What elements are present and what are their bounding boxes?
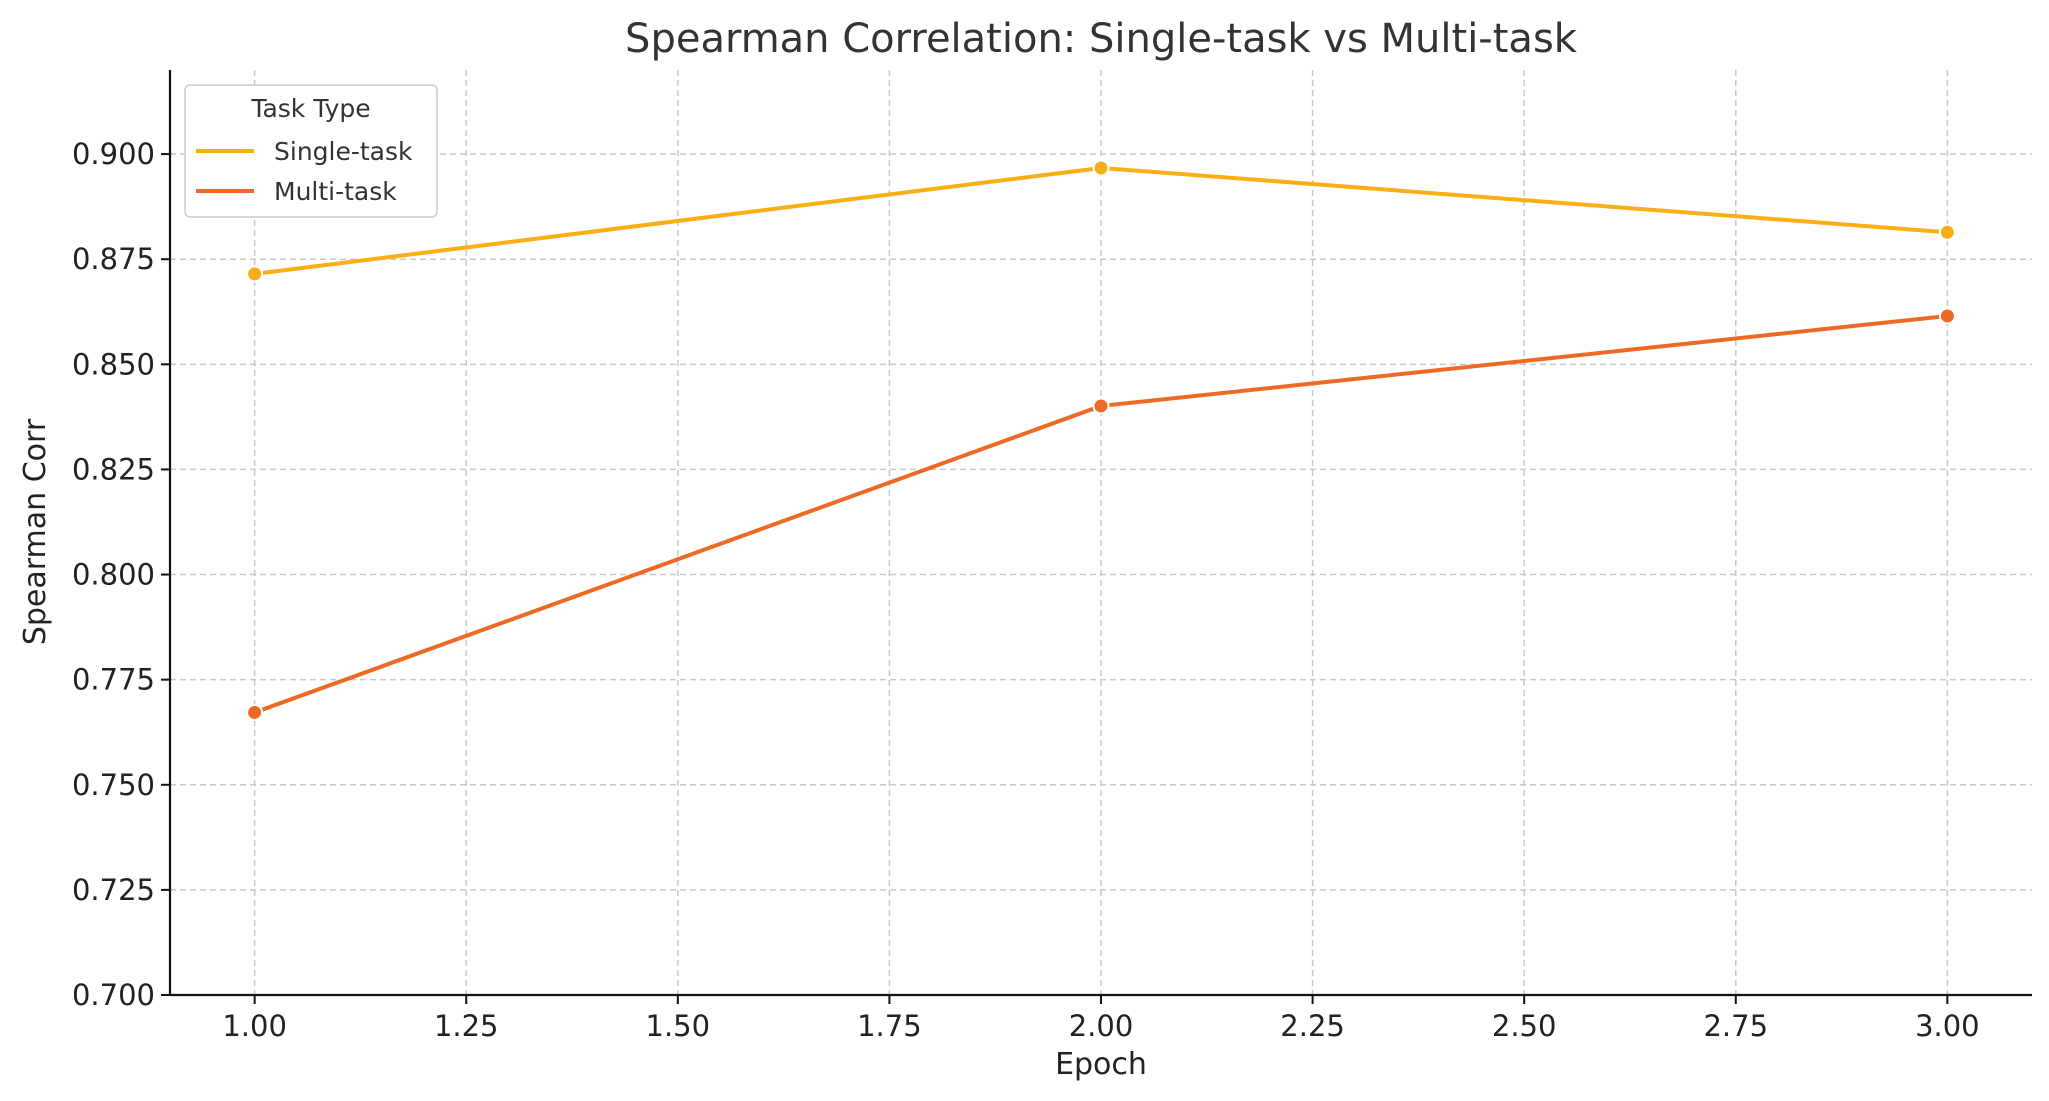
multi-task-point (246, 703, 264, 721)
x-tick-label: 3.00 (1915, 1009, 1980, 1043)
y-tick-label: 0.800 (72, 558, 155, 592)
y-tick-label: 0.775 (72, 663, 155, 697)
x-tick-label: 1.75 (857, 1009, 922, 1043)
single-task-point (1938, 223, 1956, 241)
y-axis-label: Spearman Corr (18, 418, 53, 645)
series (246, 159, 1956, 721)
single-task-point (1092, 159, 1110, 177)
legend-box (184, 84, 438, 218)
legend-entry-single-task: Single-task (196, 137, 413, 166)
x-tick-label: 2.25 (1280, 1009, 1345, 1043)
multi-task-series (246, 307, 1956, 721)
multi-task-point (1938, 307, 1956, 325)
y-tick-label: 0.725 (72, 873, 155, 907)
x-tick-label: 1.00 (222, 1009, 287, 1043)
single-task-point (246, 265, 264, 283)
x-axis-label: Epoch (1055, 1047, 1147, 1082)
x-tick-label: 2.00 (1069, 1009, 1134, 1043)
y-tick-label: 0.750 (72, 768, 155, 802)
single-task-series (246, 159, 1956, 283)
x-tick-label: 1.25 (434, 1009, 499, 1043)
y-tick-label: 0.875 (72, 242, 155, 276)
y-tick-label: 0.825 (72, 452, 155, 486)
grid (170, 70, 2032, 996)
legend-label-single-task: Single-task (274, 137, 413, 166)
y-tick-label: 0.900 (72, 137, 155, 171)
x-tick-label: 2.75 (1703, 1009, 1768, 1043)
y-tick-label: 0.700 (72, 978, 155, 1012)
y-tick-label: 0.850 (72, 347, 155, 381)
legend-entries: Single-task Multi-task (196, 137, 413, 206)
legend-label-multi-task: Multi-task (274, 177, 397, 206)
legend-entry-multi-task: Multi-task (196, 177, 397, 206)
x-tick-label: 1.50 (646, 1009, 711, 1043)
multi-task-point (1092, 397, 1110, 415)
legend: Task Type Single-task Multi-task (184, 84, 438, 218)
x-tick-label: 2.50 (1492, 1009, 1557, 1043)
legend-title: Task Type (250, 94, 370, 123)
chart-title: Spearman Correlation: Single-task vs Mul… (625, 16, 1578, 62)
y-axis-ticks: 0.700 0.725 0.750 0.775 0.800 0.825 0.850 0.875… (72, 137, 170, 1012)
x-axis-ticks: 1.00 1.25 1.50 1.75 2.00 2.25 2.50 2.75 3.00 (222, 995, 1980, 1043)
